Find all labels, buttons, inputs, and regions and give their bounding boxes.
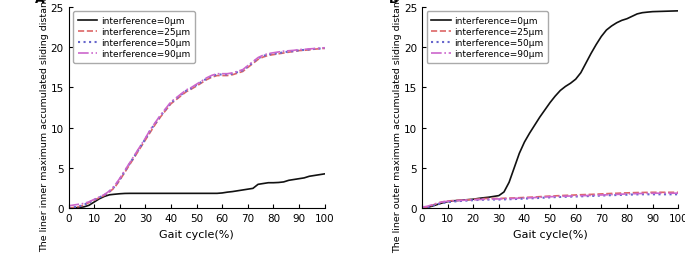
interference=0μm xyxy=(121,192,129,195)
interference=90μm xyxy=(141,137,149,140)
interference=0μm xyxy=(64,207,73,210)
X-axis label: Gait cycle(%): Gait cycle(%) xyxy=(159,229,234,239)
interference=90μm xyxy=(121,169,129,172)
interference=50μm xyxy=(147,129,155,132)
interference=90μm xyxy=(234,70,242,73)
interference=0μm xyxy=(234,189,242,193)
interference=50μm xyxy=(141,138,149,141)
interference=50μm xyxy=(500,198,508,201)
interference=50μm xyxy=(638,193,647,196)
interference=50μm xyxy=(121,170,129,173)
interference=90μm xyxy=(249,61,257,64)
interference=25μm xyxy=(602,192,610,195)
interference=25μm xyxy=(147,131,155,134)
interference=90μm xyxy=(418,206,426,209)
interference=0μm xyxy=(315,173,323,177)
interference=25μm xyxy=(674,191,682,194)
interference=50μm xyxy=(234,71,242,74)
interference=90μm xyxy=(587,194,595,197)
interference=50μm xyxy=(315,48,323,51)
Text: B: B xyxy=(388,0,398,6)
interference=25μm xyxy=(321,48,329,51)
interference=50μm xyxy=(418,207,426,210)
interference=0μm xyxy=(602,29,610,33)
Line: interference=90μm: interference=90μm xyxy=(68,49,325,206)
interference=0μm xyxy=(321,173,329,176)
interference=90μm xyxy=(674,192,682,195)
interference=50μm xyxy=(249,62,257,65)
interference=25μm xyxy=(587,193,595,196)
interference=90μm xyxy=(321,47,329,50)
interference=90μm xyxy=(500,197,508,200)
interference=0μm xyxy=(587,53,595,56)
Line: interference=50μm: interference=50μm xyxy=(422,195,678,208)
interference=50μm xyxy=(474,199,482,202)
interference=50μm xyxy=(674,193,682,196)
interference=90μm xyxy=(653,192,662,195)
interference=25μm xyxy=(249,63,257,66)
Text: A: A xyxy=(35,0,45,6)
interference=50μm xyxy=(321,47,329,50)
interference=0μm xyxy=(147,192,155,195)
interference=90μm xyxy=(495,198,503,201)
Line: interference=90μm: interference=90μm xyxy=(422,194,678,207)
Line: interference=25μm: interference=25μm xyxy=(68,49,325,208)
interference=25μm xyxy=(418,207,426,210)
Line: interference=25μm: interference=25μm xyxy=(422,193,678,208)
interference=0μm xyxy=(495,194,503,197)
interference=0μm xyxy=(249,187,257,190)
interference=25μm xyxy=(141,139,149,142)
interference=25μm xyxy=(500,197,508,200)
Line: interference=50μm: interference=50μm xyxy=(68,49,325,208)
interference=90μm xyxy=(474,198,482,201)
interference=90μm xyxy=(315,47,323,50)
interference=0μm xyxy=(474,197,482,200)
interference=90μm xyxy=(64,204,73,208)
interference=0μm xyxy=(500,191,508,194)
interference=90μm xyxy=(147,128,155,131)
interference=0μm xyxy=(669,10,677,13)
interference=90μm xyxy=(669,192,677,195)
interference=50μm xyxy=(602,194,610,197)
interference=25μm xyxy=(234,72,242,75)
interference=50μm xyxy=(587,195,595,198)
interference=25μm xyxy=(669,191,677,194)
interference=50μm xyxy=(495,198,503,201)
interference=0μm xyxy=(674,10,682,13)
interference=50μm xyxy=(669,193,677,196)
Legend: interference=0μm, interference=25μm, interference=50μm, interference=90μm: interference=0μm, interference=25μm, int… xyxy=(73,12,195,64)
interference=0μm xyxy=(418,207,426,210)
interference=50μm xyxy=(64,207,73,210)
Line: interference=0μm: interference=0μm xyxy=(422,12,678,208)
X-axis label: Gait cycle(%): Gait cycle(%) xyxy=(512,229,588,239)
Line: interference=0μm: interference=0μm xyxy=(68,174,325,208)
interference=25μm xyxy=(474,198,482,201)
Y-axis label: The liner outer maximum accumulated sliding distance(mm): The liner outer maximum accumulated slid… xyxy=(393,0,403,252)
interference=25μm xyxy=(64,207,73,210)
interference=90μm xyxy=(602,194,610,197)
interference=25μm xyxy=(649,191,657,194)
interference=25μm xyxy=(315,48,323,51)
interference=0μm xyxy=(141,192,149,195)
interference=25μm xyxy=(495,197,503,200)
Y-axis label: The liner inner maximum accumulated sliding distance(mm): The liner inner maximum accumulated slid… xyxy=(40,0,49,251)
Legend: interference=0μm, interference=25μm, interference=50μm, interference=90μm: interference=0μm, interference=25μm, int… xyxy=(427,12,548,64)
interference=25μm xyxy=(121,171,129,174)
